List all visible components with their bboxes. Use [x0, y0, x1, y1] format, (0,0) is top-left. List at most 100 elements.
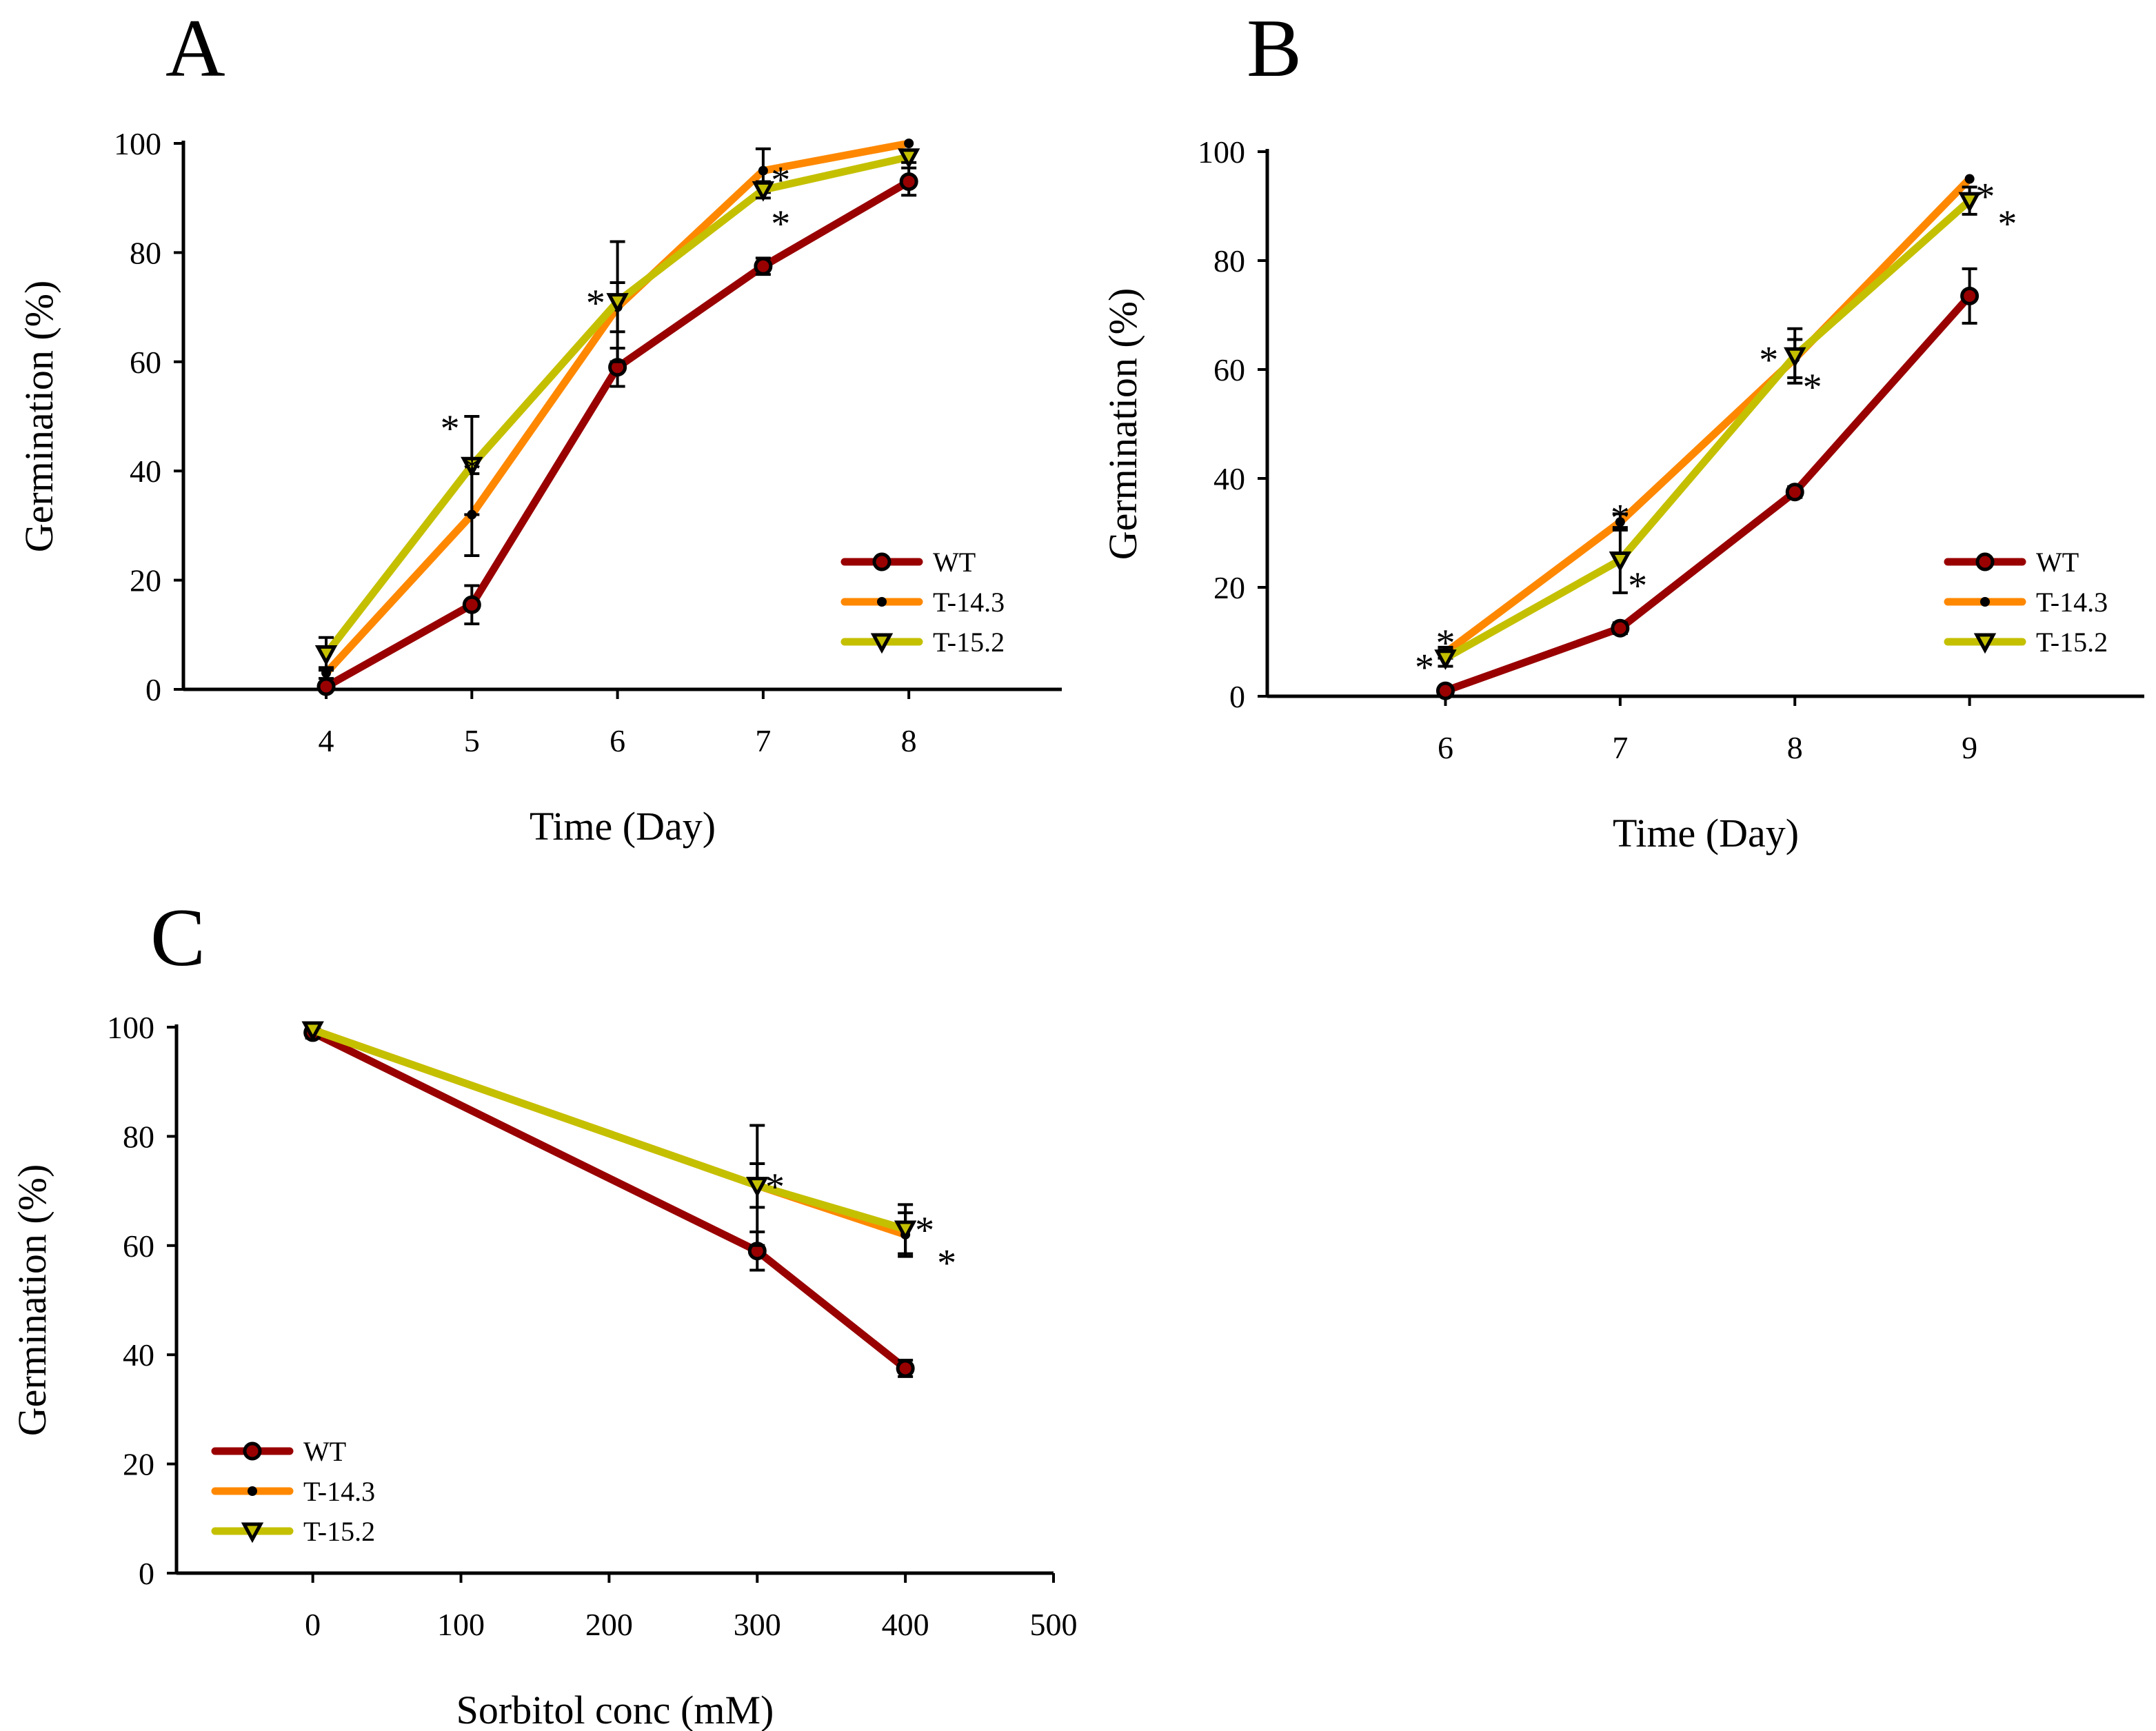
data-point-wt — [462, 595, 481, 614]
data-point-t-15-2 — [301, 1021, 324, 1042]
x-tick-label: 100 — [437, 1607, 485, 1642]
legend-label-t-15-2: T-15.2 — [303, 1516, 375, 1547]
data-point-t-15-2 — [606, 293, 629, 314]
y-tick-label: 20 — [123, 1447, 154, 1482]
y-tick-label: 80 — [1213, 243, 1245, 279]
y-tick-label: 80 — [130, 235, 161, 270]
y-tick-label: 0 — [139, 1556, 154, 1591]
series-line-t-15-2 — [1443, 197, 1973, 662]
legend-label-t-15-2: T-15.2 — [2036, 627, 2108, 658]
y-tick-label: 40 — [130, 454, 161, 489]
y-axis-label: Germination (%) — [1100, 288, 1145, 560]
significance-asterisk: * — [771, 159, 790, 202]
legend-marker-t-15-2 — [870, 633, 894, 654]
y-tick-label: 20 — [130, 563, 161, 598]
x-axis-label: Time (Day) — [1613, 811, 1799, 856]
data-point-wt — [1785, 483, 1804, 502]
y-tick-label: 0 — [1229, 679, 1245, 714]
series-t-15-2 — [301, 1021, 917, 1255]
y-tick-label: 60 — [1213, 352, 1245, 387]
chart-panel-c: 0 20 40 60 80 100 0 100 200 300 400 500 Sorbitol con… — [10, 1010, 1078, 1731]
legend-marker-t-14-3 — [877, 597, 887, 607]
x-tick-label: 400 — [882, 1607, 929, 1642]
x-tick-label: 8 — [901, 723, 917, 758]
series-line-t-15-2 — [311, 1026, 907, 1233]
x-axis-label: Sorbitol conc (mM) — [456, 1688, 774, 1731]
series-line-wt — [1444, 293, 1973, 695]
panel-label-a: A — [165, 2, 225, 94]
legend-label-wt: WT — [303, 1436, 346, 1467]
data-point-wt — [316, 677, 336, 696]
x-tick-label: 200 — [585, 1607, 633, 1642]
data-point-t-15-2 — [314, 645, 338, 666]
legend-label-wt: WT — [933, 547, 976, 578]
legend: WT T-14.3 T-15.2 — [211, 1436, 375, 1547]
series-line-t-14-3 — [1443, 176, 1973, 656]
chart-panel-b: 0 20 40 60 80 100 6 7 8 9 Time (Day) Germination (%… — [1100, 134, 2144, 856]
data-point-t-15-2 — [746, 1177, 769, 1197]
significance-asterisk: * — [1628, 565, 1647, 607]
legend-marker-t-14-3 — [248, 1486, 257, 1496]
significance-asterisk: * — [1803, 366, 1822, 409]
data-point-wt — [899, 172, 918, 191]
significance-asterisk: * — [1759, 338, 1778, 381]
significance-asterisk: * — [441, 407, 460, 450]
y-tick-label: 20 — [1213, 570, 1245, 605]
significance-asterisk: * — [1415, 647, 1434, 689]
y-tick-label: 100 — [107, 1010, 154, 1045]
panel-label-c: C — [150, 891, 205, 983]
chart-panel-a: 0 20 40 60 80 100 4 5 6 7 8 Time (Day) Germination (… — [17, 126, 1062, 849]
significance-asterisk: * — [1611, 496, 1630, 539]
data-point-t-14-3 — [1615, 517, 1625, 527]
series-t-15-2 — [1434, 185, 1981, 670]
y-tick-label: 100 — [1198, 134, 1245, 170]
y-tick-label: 80 — [123, 1119, 154, 1154]
series-t-15-2 — [314, 148, 920, 672]
series-line-t-14-3 — [323, 139, 910, 676]
series-t-14-3 — [1438, 174, 1975, 660]
legend-marker-t-15-2 — [241, 1522, 264, 1543]
x-tick-label: 6 — [609, 723, 625, 758]
significance-asterisk: * — [1435, 622, 1455, 665]
panel-label-b: B — [1247, 2, 1302, 94]
significance-asterisk: * — [1997, 203, 2017, 245]
legend-marker-wt — [1975, 552, 1995, 571]
significance-asterisk: * — [915, 1209, 934, 1252]
data-point-wt — [1960, 286, 1979, 305]
legend: WT T-14.3 T-15.2 — [840, 547, 1005, 658]
data-point-t-15-2 — [1784, 347, 1806, 368]
data-point-t-15-2 — [897, 148, 920, 170]
data-point-t-15-2 — [752, 181, 775, 202]
data-point-wt — [1435, 681, 1455, 700]
x-tick-label: 6 — [1438, 730, 1453, 765]
y-tick-label: 100 — [114, 126, 161, 161]
data-point-wt — [754, 256, 773, 276]
data-point-t-15-2 — [461, 456, 483, 478]
legend-label-t-14-3: T-14.3 — [933, 587, 1005, 618]
legend: WT T-14.3 T-15.2 — [1944, 547, 2108, 658]
data-point-t-14-3 — [904, 139, 914, 148]
y-tick-label: 60 — [123, 1228, 154, 1264]
legend-marker-t-15-2 — [1973, 633, 1997, 654]
data-point-t-14-3 — [1964, 174, 1975, 184]
x-tick-label: 4 — [319, 723, 334, 758]
y-axis-label: Germination (%) — [17, 281, 61, 553]
data-point-wt — [1611, 618, 1630, 638]
legend-marker-wt — [243, 1441, 262, 1461]
legend-label-t-14-3: T-14.3 — [303, 1476, 375, 1507]
legend-label-t-15-2: T-15.2 — [933, 627, 1005, 658]
x-axis-label: Time (Day) — [530, 804, 716, 849]
x-tick-label: 5 — [464, 723, 480, 758]
y-tick-label: 60 — [130, 345, 161, 380]
significance-asterisk: * — [937, 1242, 956, 1285]
data-point-t-15-2 — [1434, 649, 1457, 670]
x-tick-label: 300 — [734, 1607, 781, 1642]
x-tick-label: 7 — [1612, 730, 1628, 765]
data-point-wt — [896, 1359, 915, 1378]
y-tick-label: 40 — [123, 1337, 154, 1373]
y-tick-label: 40 — [1213, 461, 1245, 496]
series-wt — [1435, 267, 1979, 700]
data-point-t-15-2 — [894, 1220, 917, 1242]
series-wt — [316, 166, 918, 696]
